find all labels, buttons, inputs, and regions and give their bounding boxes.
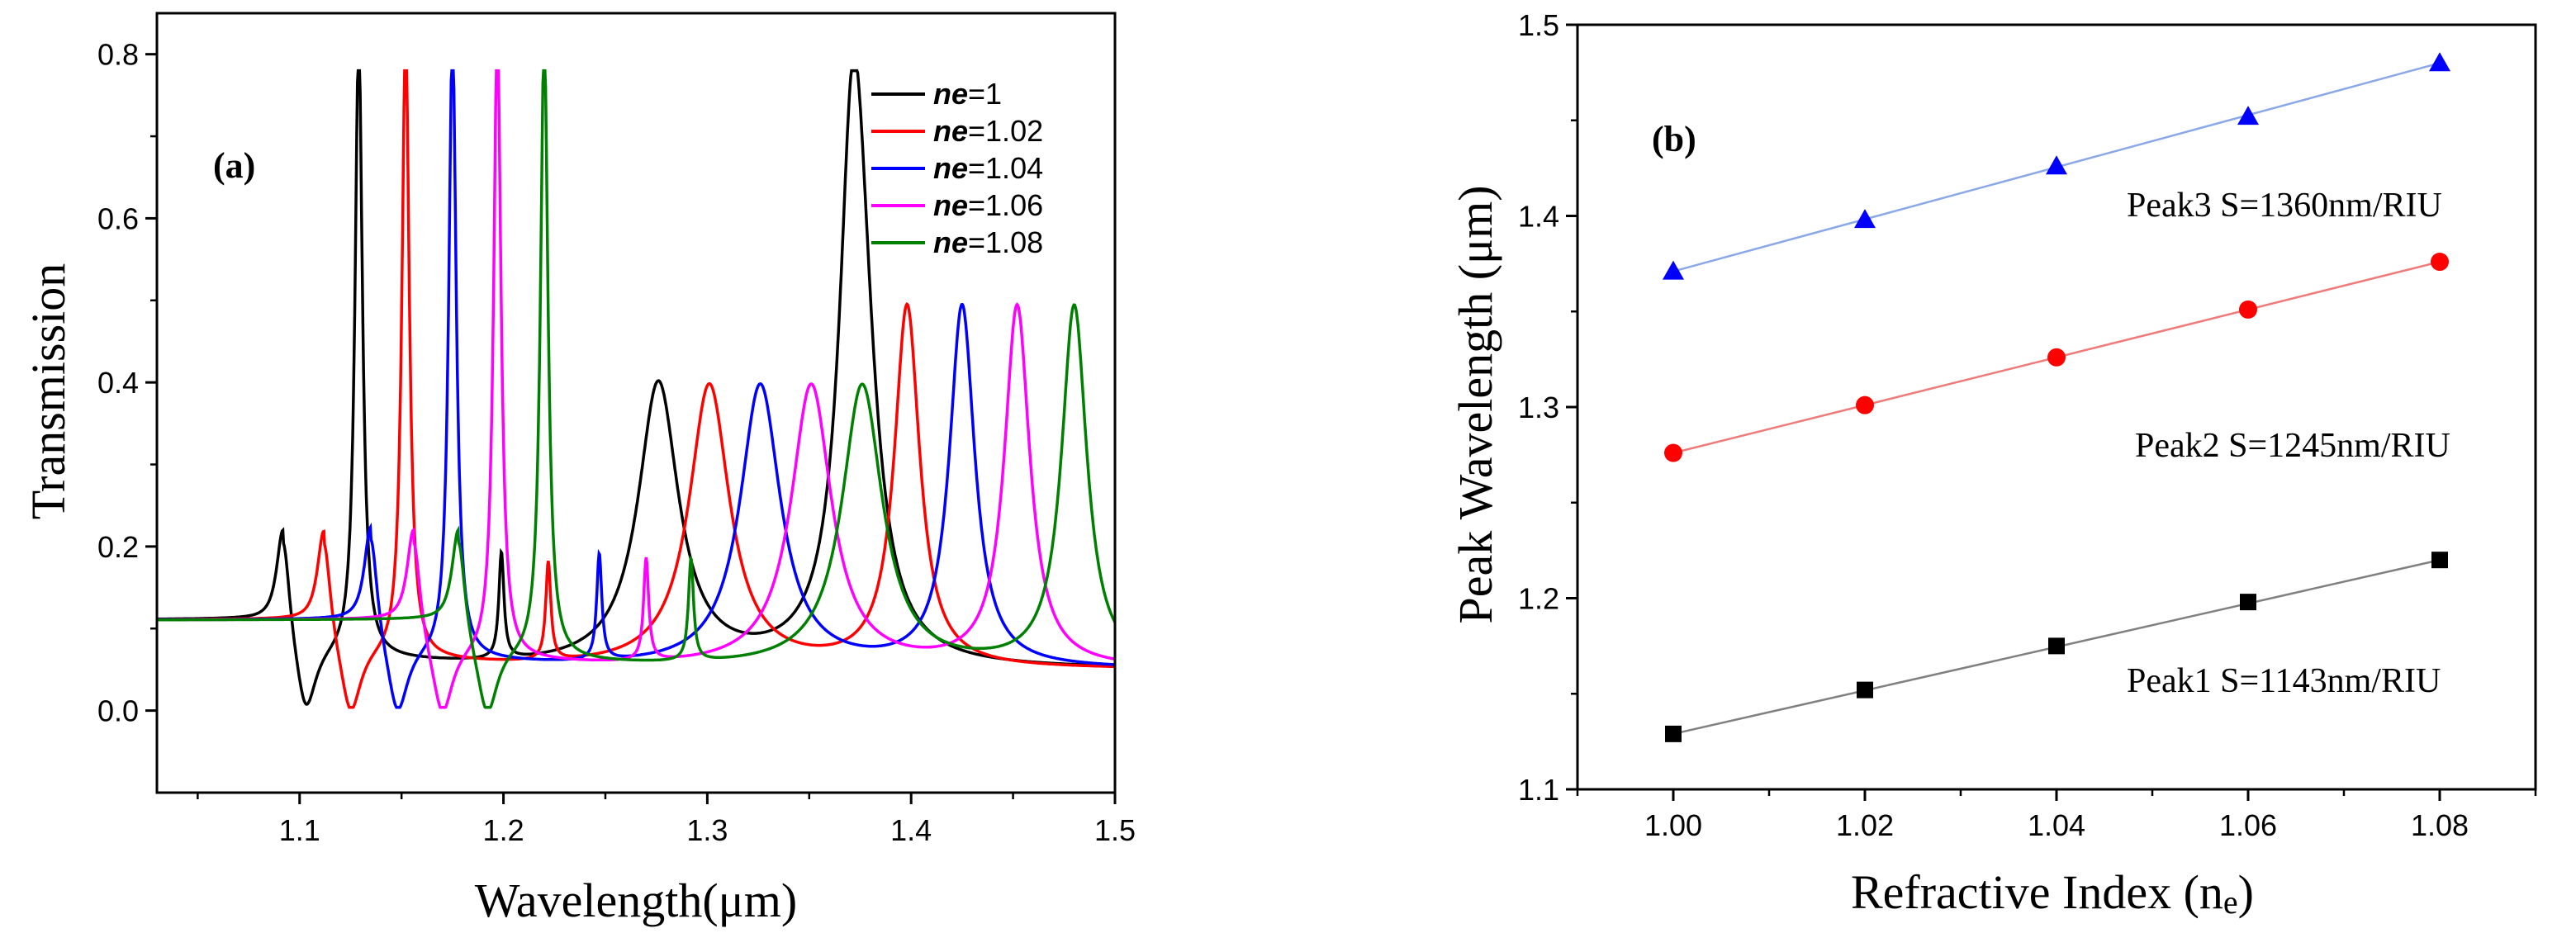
panel-b-ylabel: Peak Wavelength (μm) (1449, 185, 1502, 623)
panel-b-ticks: 1.00 1.02 1.04 1.06 1.08 1.1 1.2 1.3 1.4 1.5 (1518, 8, 2537, 842)
data-point-peak2 (1856, 395, 1874, 414)
y-tick-label: 1.4 (1518, 200, 1559, 234)
y-tick-label: 1.5 (1518, 8, 1559, 42)
panel-a-ticks: 1.1 1.2 1.3 1.4 1.5 0.0 0.2 0.4 0.6 0.8 (97, 38, 1136, 847)
x-tick-label: 1.00 (1644, 808, 1702, 842)
x-tick-label: 1.3 (686, 813, 728, 847)
x-tick-label: 1.1 (279, 813, 320, 847)
y-tick-label: 0.0 (97, 694, 139, 728)
legend-entry: ne=1.06 (933, 188, 1043, 222)
x-tick-label: 1.5 (1094, 813, 1136, 847)
y-tick-label: 1.2 (1518, 582, 1559, 616)
series-line-ne-1-02 (157, 69, 1115, 709)
panel-b-peak-wavelength-chart: 1.00 1.02 1.04 1.06 1.081.11.21.31.41.5 (b) … (1449, 8, 2537, 921)
series-line-ne-1-08 (157, 69, 1117, 709)
x-tick-label: 1.08 (2411, 808, 2469, 842)
data-point-peak1 (2240, 594, 2256, 611)
panel-b-label: (b) (1652, 119, 1696, 159)
panel-a-plot-frame (155, 12, 1117, 794)
y-tick-label: 0.6 (97, 201, 139, 235)
y-tick-label: 0.2 (97, 530, 139, 564)
panel-b-series (1663, 52, 2450, 742)
panel-b-xlabel: Refractive Index (ne) (1851, 865, 2254, 921)
data-point-peak3 (2429, 52, 2450, 72)
y-tick-label: 1.1 (1518, 773, 1559, 807)
x-tick-label: 1.04 (2028, 808, 2085, 842)
peak2-annotation: Peak2 S=1245nm/RIU (2135, 427, 2450, 465)
data-point-peak2 (2431, 253, 2449, 272)
data-point-peak1 (1857, 681, 1873, 699)
legend-entry: ne=1.04 (933, 151, 1043, 185)
y-tick-label: 0.4 (97, 366, 139, 400)
legend-entry: ne=1.08 (933, 225, 1043, 259)
data-point-peak1 (1665, 725, 1682, 742)
data-point-peak1 (2431, 552, 2448, 569)
data-point-peak3 (2237, 106, 2259, 126)
panel-a-xlabel: Wavelength(μm) (475, 874, 797, 927)
panel-a-curves (157, 69, 1117, 709)
legend-entry: ne=1 (933, 77, 1002, 111)
panel-a-ylabel: Transmission (21, 263, 75, 520)
y-tick-label: 0.8 (97, 38, 139, 72)
series-line-ne-1 (157, 69, 1115, 706)
data-point-peak3 (1854, 209, 1876, 229)
legend-entry: ne=1.02 (933, 114, 1043, 148)
peak3-annotation: Peak3 S=1360nm/RIU (2127, 187, 2442, 225)
peak1-annotation: Peak1 S=1143nm/RIU (2127, 662, 2441, 700)
data-point-peak2 (1664, 443, 1682, 462)
data-point-peak2 (2239, 300, 2257, 319)
x-tick-label: 1.02 (1836, 808, 1894, 842)
panel-a-transmission-chart: 1.1 1.2 1.3 1.4 1.5 0.0 0.2 0.4 0.6 0.8 (a) Wavel… (21, 12, 1136, 927)
y-tick-label: 1.3 (1518, 391, 1559, 424)
x-tick-label: 1.2 (483, 813, 524, 847)
panel-a-label: (a) (213, 145, 255, 186)
data-point-peak1 (2048, 637, 2065, 655)
x-tick-label: 1.4 (890, 813, 932, 847)
data-point-peak3 (2046, 155, 2067, 175)
x-tick-label: 1.06 (2219, 808, 2277, 842)
data-point-peak2 (2047, 348, 2066, 367)
data-point-peak3 (1663, 260, 1684, 280)
